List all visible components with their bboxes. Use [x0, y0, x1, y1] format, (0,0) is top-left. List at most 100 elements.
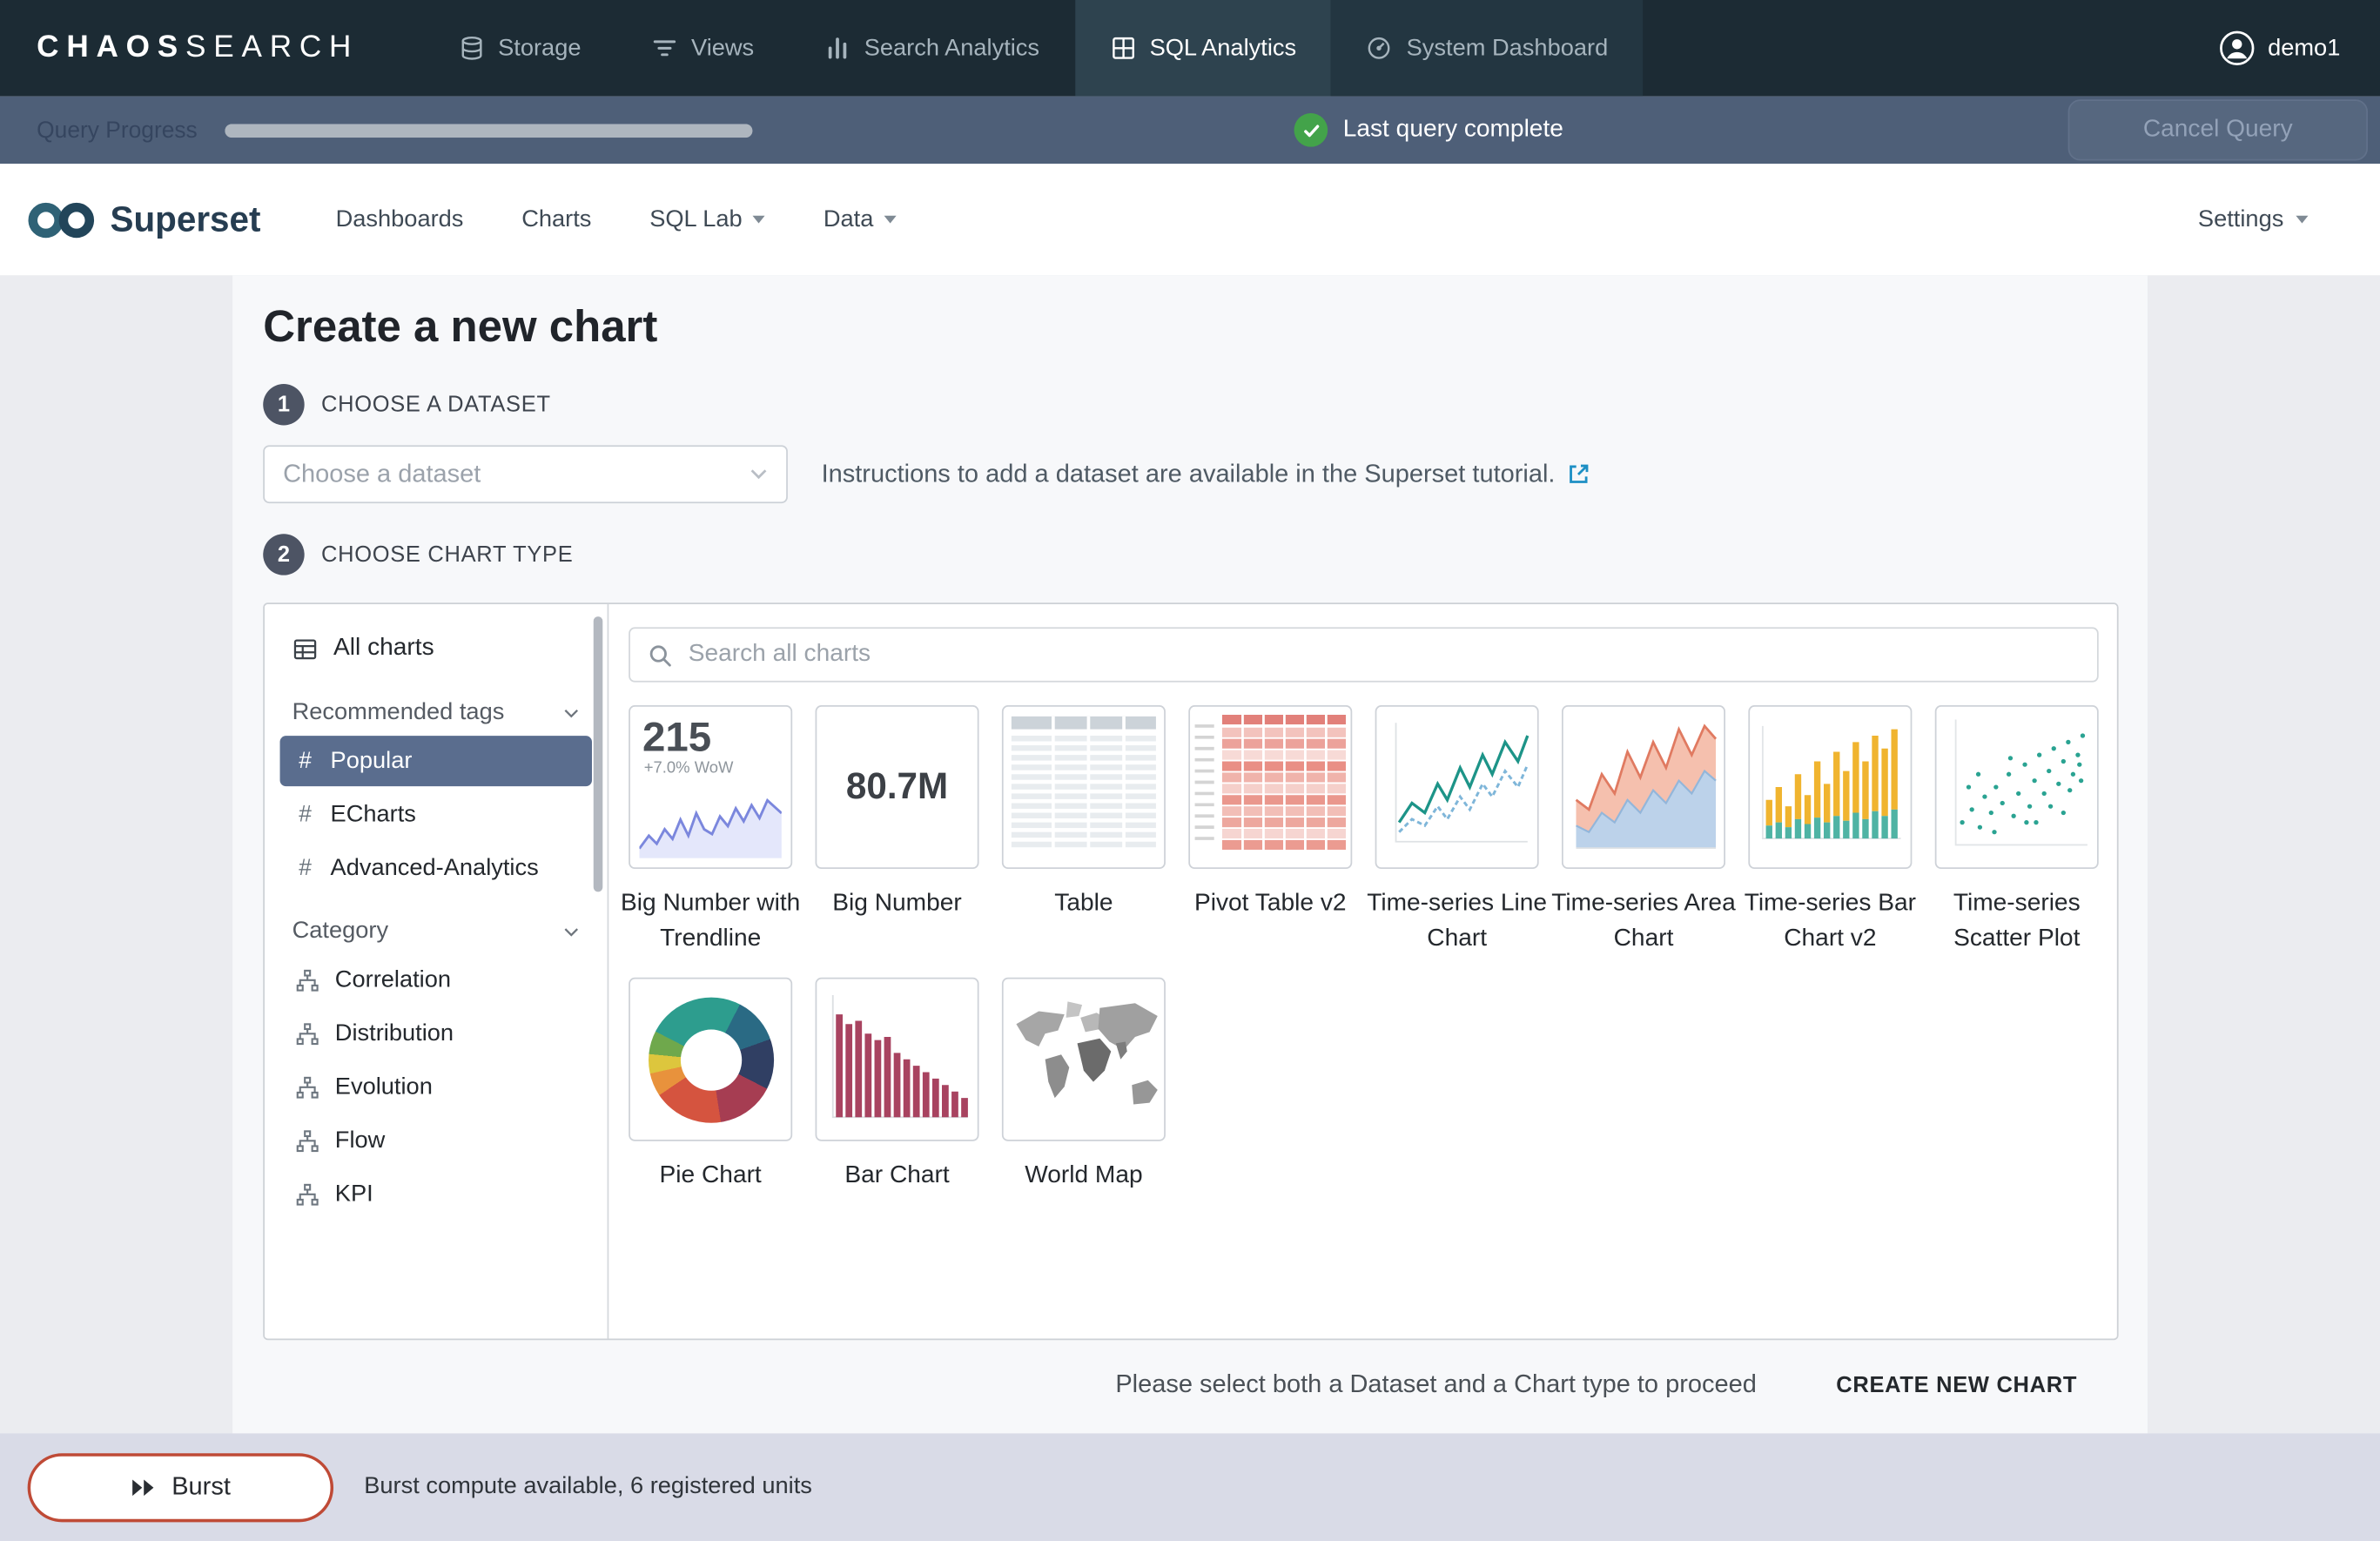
query-status-text: Last query complete: [1342, 116, 1563, 143]
chart-type-label: Time-series Scatter Plot: [1953, 890, 2081, 952]
chart-type-label: Time-series Line Chart: [1367, 890, 1548, 952]
search-icon: [647, 642, 673, 668]
table-thumbnail: [1001, 705, 1166, 870]
fast-forward-icon: [131, 1476, 157, 1498]
progress-track: [225, 123, 753, 138]
sidebar-item-popular[interactable]: # Popular: [279, 736, 592, 787]
nav-dashboards[interactable]: Dashboards: [306, 205, 493, 233]
progress-fill: [225, 123, 753, 138]
burst-label: Burst: [171, 1472, 231, 1500]
step-2-label: CHOOSE CHART TYPE: [320, 542, 574, 568]
chaossearch-logo: CHAOSSEARCH: [37, 30, 359, 65]
superset-header: Superset Dashboards Charts SQL Lab Data …: [0, 164, 2380, 276]
sidebar-item-label: Advanced-Analytics: [330, 854, 539, 881]
main-content: Create a new chart 1 CHOOSE A DATASET Ch…: [0, 275, 2380, 1434]
chart-type-card-pie[interactable]: Pie Chart: [629, 978, 793, 1194]
search-input[interactable]: [685, 639, 2081, 670]
hash-icon: #: [299, 748, 312, 775]
chart-type-card-ts-bar-v2[interactable]: Time-series Bar Chart v2: [1745, 705, 1916, 957]
sidebar-item-kpi[interactable]: KPI: [280, 1168, 592, 1219]
world-map-graphic: [1016, 1002, 1158, 1106]
nav-label: Data: [823, 205, 874, 232]
chart-type-label: Table: [1054, 890, 1113, 917]
step-1: 1 CHOOSE A DATASET: [263, 384, 2148, 426]
chart-type-card-table[interactable]: Table: [1001, 705, 1166, 921]
bar-graphic: [831, 995, 968, 1119]
chart-type-gallery: 215 +7.0% WoW Big Number with Trendline: [608, 604, 2118, 1338]
nav-item-storage[interactable]: Storage: [423, 0, 616, 97]
world-map-thumbnail: [1001, 978, 1166, 1142]
sidebar-item-all-charts[interactable]: All charts: [280, 622, 592, 675]
chevron-down-icon: [884, 215, 897, 224]
nav-sql-lab[interactable]: SQL Lab: [621, 205, 795, 233]
hash-icon: #: [299, 855, 312, 882]
hash-icon: #: [299, 801, 312, 828]
nav-data[interactable]: Data: [794, 205, 925, 233]
line-graphic: [1395, 723, 1530, 843]
user-menu[interactable]: demo1: [2217, 29, 2380, 67]
sidebar-item-label: Distribution: [334, 1019, 454, 1046]
chart-type-grid: 215 +7.0% WoW Big Number with Trendline: [621, 705, 2099, 1194]
external-link-icon[interactable]: [1566, 462, 1590, 487]
dataset-select[interactable]: Choose a dataset: [263, 445, 788, 504]
nav-item-search-analytics[interactable]: Search Analytics: [790, 0, 1075, 97]
sidebar-item-advanced-analytics[interactable]: # Advanced-Analytics: [280, 843, 592, 893]
settings-menu[interactable]: Settings: [2198, 205, 2354, 233]
chart-type-card-world-map[interactable]: World Map: [1001, 978, 1166, 1194]
superset-logo[interactable]: Superset: [26, 197, 261, 243]
brand-light: SEARCH: [185, 30, 360, 64]
chart-type-label: Big Number with Trendline: [621, 890, 801, 952]
sidebar-item-evolution[interactable]: Evolution: [280, 1061, 592, 1112]
burst-button[interactable]: Burst: [27, 1452, 334, 1522]
sidebar-item-distribution[interactable]: Distribution: [280, 1008, 592, 1059]
create-new-chart-button[interactable]: CREATE NEW CHART: [1827, 1371, 2087, 1399]
nav-label: Charts: [521, 205, 592, 232]
chart-type-card-ts-area[interactable]: Time-series Area Chart: [1551, 705, 1736, 957]
bar-chart-v2-thumbnail: [1748, 705, 1913, 870]
create-chart-card: Create a new chart 1 CHOOSE A DATASET Ch…: [232, 275, 2148, 1434]
top-nav: CHAOSSEARCH Storage Views Search Analyti…: [0, 0, 2380, 97]
dataset-instructions: Instructions to add a dataset are availa…: [822, 460, 1590, 488]
area-graphic: [1575, 723, 1718, 850]
page-title: Create a new chart: [263, 302, 658, 353]
scatter-graphic: [1954, 719, 2088, 846]
nav-item-label: Storage: [498, 34, 582, 61]
chart-type-sidebar: All charts Recommended tags # Popular # …: [265, 604, 609, 1339]
step-2-badge: 2: [263, 534, 305, 575]
chevron-down-icon: [752, 215, 766, 224]
nav-item-views[interactable]: Views: [616, 0, 790, 97]
chart-type-card-ts-scatter[interactable]: Time-series Scatter Plot: [1934, 705, 2099, 957]
nav-item-label: Views: [691, 34, 755, 61]
cancel-query-button[interactable]: Cancel Query: [2067, 99, 2368, 161]
sidebar-scrollbar[interactable]: [593, 616, 603, 892]
nav-item-sql-analytics[interactable]: SQL Analytics: [1074, 0, 1332, 97]
sidebar-item-label: Correlation: [334, 966, 452, 993]
dataset-row: Choose a dataset Instructions to add a d…: [263, 445, 2148, 504]
chart-type-label: Time-series Bar Chart v2: [1744, 890, 1917, 952]
step-1-label: CHOOSE A DATASET: [320, 392, 551, 417]
chart-search-box: [629, 627, 2099, 683]
sidebar-item-echarts[interactable]: # ECharts: [280, 790, 592, 840]
thumb-value: 80.7M: [845, 765, 949, 807]
nav-charts[interactable]: Charts: [493, 205, 621, 233]
chart-type-card-big-number[interactable]: 80.7M Big Number: [815, 705, 979, 921]
section-category[interactable]: Category: [292, 918, 580, 945]
chart-type-card-ts-line[interactable]: Time-series Line Chart: [1367, 705, 1547, 957]
views-filter-icon: [651, 35, 677, 61]
section-recommended-tags[interactable]: Recommended tags: [292, 699, 580, 727]
category-icon: [295, 1074, 319, 1099]
step-1-badge: 1: [263, 384, 305, 426]
nav-item-system-dashboard[interactable]: System Dashboard: [1331, 0, 1644, 97]
section-title: Category: [292, 918, 389, 945]
thumb-delta: +7.0% WoW: [643, 759, 734, 778]
sidebar-item-label: All charts: [333, 635, 434, 662]
sidebar-item-correlation[interactable]: Correlation: [280, 954, 592, 1005]
username: demo1: [2268, 34, 2341, 61]
sidebar-item-flow[interactable]: Flow: [280, 1115, 592, 1166]
chart-type-card-big-number-trendline[interactable]: 215 +7.0% WoW Big Number with Trendline: [621, 705, 800, 957]
superset-nav: Dashboards Charts SQL Lab Data: [306, 205, 925, 233]
chart-type-card-bar[interactable]: Bar Chart: [815, 978, 979, 1194]
chart-type-card-pivot-table-v2[interactable]: Pivot Table v2: [1188, 705, 1353, 921]
category-icon: [295, 967, 319, 992]
nav-item-label: System Dashboard: [1406, 34, 1609, 61]
